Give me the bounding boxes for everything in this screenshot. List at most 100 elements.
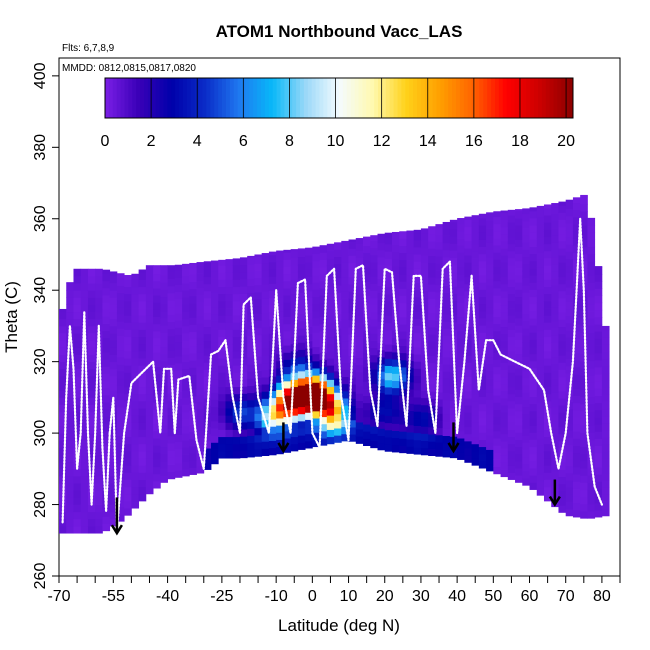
heatmap-cell [145, 300, 154, 309]
heatmap-cell [449, 407, 458, 416]
heatmap-cell [109, 283, 118, 291]
heatmap-cell [203, 269, 212, 278]
heatmap-cell [334, 256, 342, 265]
heatmap-cell [399, 238, 407, 246]
heatmap-cell [486, 235, 494, 243]
heatmap-cell [326, 436, 335, 445]
heatmap-cell [464, 233, 473, 242]
heatmap-cell [420, 426, 429, 434]
heatmap-cell [102, 302, 111, 310]
heatmap-cell [203, 305, 212, 313]
heatmap-cell [268, 254, 277, 263]
heatmap-cell [435, 313, 444, 321]
colorbar-tick-label: 6 [239, 133, 248, 150]
heatmap-cell [66, 468, 74, 477]
heatmap-cell [558, 426, 567, 435]
heatmap-cell [384, 272, 393, 281]
heatmap-cell [153, 445, 161, 453]
heatmap-cell [471, 458, 480, 466]
colorbar-segment [303, 78, 309, 118]
heatmap-cell [160, 346, 168, 355]
heatmap-cell [80, 297, 89, 305]
heatmap-cell [319, 430, 328, 439]
heatmap-cell [551, 420, 559, 429]
heatmap-cell [536, 423, 545, 432]
heatmap-cell [594, 388, 603, 396]
heatmap-cell [138, 350, 147, 359]
heatmap-cell [66, 283, 74, 291]
heatmap-cell [80, 383, 89, 391]
heatmap-cell [95, 318, 103, 327]
heatmap-cell [580, 389, 588, 398]
heatmap-cell [536, 345, 545, 353]
heatmap-cell [572, 216, 581, 225]
heatmap-cell [377, 256, 386, 265]
heatmap-cell [384, 401, 393, 409]
heatmap-cell [543, 250, 552, 259]
heatmap-cell [145, 443, 154, 452]
heatmap-cell [268, 333, 277, 341]
heatmap-cell [59, 308, 67, 313]
heatmap-cell [399, 324, 407, 332]
heatmap-cell [399, 259, 407, 268]
heatmap-cell [319, 395, 328, 403]
heatmap-cell [515, 403, 523, 412]
heatmap-cell [59, 461, 67, 470]
heatmap-cell [370, 333, 378, 341]
heatmap-cell [406, 432, 415, 440]
colorbar-segment [506, 78, 512, 118]
heatmap-cell [348, 241, 357, 249]
heatmap-cell [543, 400, 552, 409]
heatmap-cell [268, 319, 277, 327]
heatmap-cell [116, 428, 125, 436]
heatmap-cell [283, 359, 292, 368]
heatmap-cell [442, 321, 451, 329]
x-tick-label: -55 [102, 588, 125, 605]
heatmap-cell [536, 223, 545, 232]
colorbar-segment [339, 78, 344, 118]
heatmap-cell [478, 239, 487, 248]
heatmap-cell [363, 374, 371, 382]
heatmap-cell [587, 375, 596, 383]
colorbar-segment [553, 78, 558, 118]
heatmap-cell [182, 311, 190, 320]
heatmap-cell [131, 308, 140, 316]
heatmap-cell [507, 450, 516, 459]
heatmap-cell [247, 264, 255, 272]
heatmap-cell [543, 208, 552, 216]
colorbar-segment [413, 78, 418, 118]
heatmap-cell [558, 226, 567, 235]
heatmap-cell [587, 403, 596, 412]
heatmap-cell [471, 250, 480, 259]
heatmap-cell [160, 475, 168, 483]
heatmap-cell [305, 255, 313, 263]
heatmap-cell [399, 281, 407, 289]
heatmap-cell [326, 350, 335, 359]
heatmap-cell [290, 300, 299, 309]
x-tick-label: 50 [484, 588, 502, 605]
heatmap-cell [268, 383, 277, 391]
heatmap-cell [399, 424, 407, 432]
heatmap-cell [254, 427, 263, 436]
heatmap-cell [261, 348, 270, 356]
colorbar-segment [120, 78, 125, 118]
heatmap-cell [565, 272, 574, 281]
heatmap-cell [493, 316, 501, 325]
heatmap-cell [522, 356, 530, 365]
heatmap-cell [428, 419, 436, 428]
heatmap-cell [283, 295, 292, 303]
heatmap-cell [254, 327, 263, 336]
heatmap-cell [348, 298, 357, 306]
heatmap-cell [493, 402, 501, 410]
heatmap-cell [543, 386, 552, 395]
colorbar-segment [428, 78, 434, 118]
x-tick-label: 30 [412, 588, 430, 605]
heatmap-cell [131, 386, 140, 395]
heatmap-cell [486, 213, 494, 222]
heatmap-cell [522, 235, 530, 243]
heatmap-cell [529, 368, 538, 376]
heatmap-cell [189, 303, 197, 311]
heatmap-cell [167, 285, 176, 294]
heatmap-cell [594, 509, 603, 518]
heatmap-cell [355, 314, 364, 323]
